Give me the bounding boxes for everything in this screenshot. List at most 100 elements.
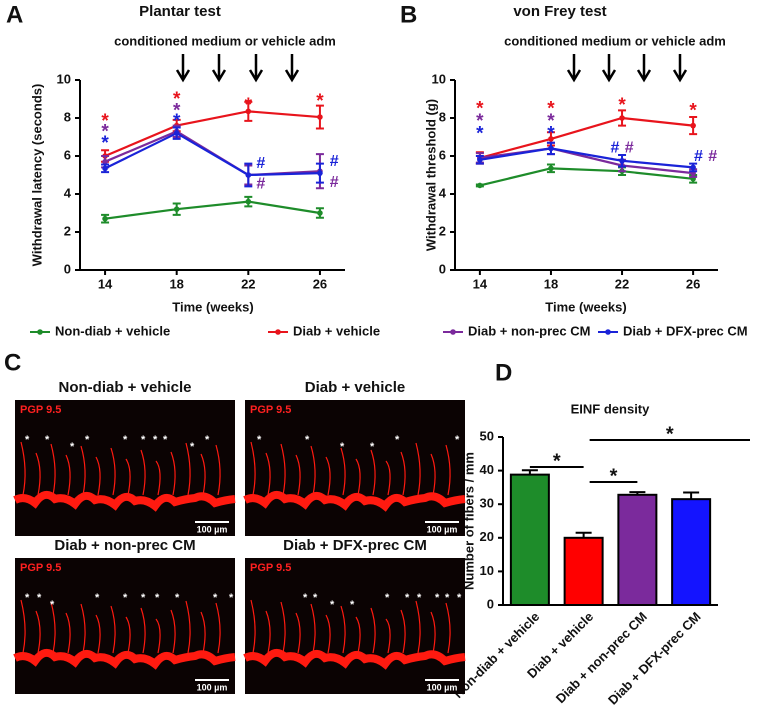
point xyxy=(245,172,252,178)
fiber xyxy=(125,458,131,496)
significance-marker: # xyxy=(610,140,619,157)
fiber-marker: * xyxy=(50,599,55,611)
significance-marker: * xyxy=(101,122,109,143)
x-tick-label: 18 xyxy=(169,276,183,291)
scale-bar-label: 100 µm xyxy=(197,682,228,692)
tissue xyxy=(243,441,466,512)
fiber xyxy=(445,602,451,654)
fiber xyxy=(80,445,86,496)
chart-title: EINF density xyxy=(571,401,651,416)
point xyxy=(548,145,554,152)
y-tick-label: 10 xyxy=(480,563,494,578)
point xyxy=(245,198,252,205)
x-tick-label: Diab + non-prec CM xyxy=(553,609,650,706)
tissue xyxy=(243,490,466,512)
y-tick-label: 6 xyxy=(439,147,446,162)
fiber-marker: * xyxy=(213,592,218,604)
fiber xyxy=(250,599,256,654)
point xyxy=(102,165,108,172)
x-tick-label: 14 xyxy=(473,276,488,291)
series-line xyxy=(104,200,321,220)
series-line xyxy=(479,116,694,159)
fiber xyxy=(355,458,361,496)
significance-marker: * xyxy=(553,450,561,472)
fiber xyxy=(430,453,436,496)
fiber-marker: * xyxy=(25,592,30,604)
y-axis-label: Withdrawal latency (seconds) xyxy=(29,84,44,267)
fiber xyxy=(430,611,436,654)
x-axis-label: Time (weeks) xyxy=(172,299,253,314)
chart-title: Plantar test xyxy=(139,3,221,20)
micrograph-title: Diab + vehicle xyxy=(305,379,405,396)
y-axis-label: Withdrawal threshold (g) xyxy=(423,99,438,251)
x-tick-label: 14 xyxy=(98,276,113,291)
bar xyxy=(563,536,604,606)
y-tick-label: 0 xyxy=(439,261,446,276)
point xyxy=(619,115,625,121)
fiber-marker: * xyxy=(303,592,308,604)
legend-label: Diab + non-prec CM xyxy=(468,323,590,338)
point xyxy=(102,158,108,165)
fiber xyxy=(65,454,71,496)
legend-label: Diab + vehicle xyxy=(293,323,380,338)
y-tick-label: 2 xyxy=(439,223,446,238)
x-tick-label: 18 xyxy=(544,276,558,291)
y-tick-label: 10 xyxy=(57,71,71,86)
fiber-marker: * xyxy=(455,434,460,446)
fiber-marker: * xyxy=(85,434,90,446)
fiber xyxy=(295,612,301,654)
point xyxy=(477,182,483,189)
point xyxy=(619,157,625,164)
significance-marker: * xyxy=(689,101,697,122)
fiber xyxy=(340,605,346,654)
legend-swatch xyxy=(605,329,611,335)
fiber xyxy=(140,607,146,654)
fiber xyxy=(50,601,56,654)
fiber xyxy=(35,452,41,496)
fiber xyxy=(185,600,191,654)
micrograph-title: Non-diab + vehicle xyxy=(59,379,192,396)
significance-marker: * xyxy=(316,91,324,112)
error-bar xyxy=(683,491,700,500)
fiber-marker: * xyxy=(95,592,100,604)
fiber xyxy=(170,451,176,496)
fiber xyxy=(125,616,131,654)
fiber xyxy=(35,610,41,654)
fiber xyxy=(200,453,206,496)
fiber xyxy=(215,444,221,496)
significance-marker: * xyxy=(547,123,555,144)
y-tick-label: 4 xyxy=(64,185,72,200)
fiber xyxy=(280,601,286,654)
fiber xyxy=(310,603,316,654)
fiber-marker: * xyxy=(405,592,410,604)
significance-marker: * xyxy=(666,423,674,445)
fiber xyxy=(215,602,221,654)
fiber-marker: * xyxy=(457,592,462,604)
fiber xyxy=(185,442,191,496)
fiber xyxy=(340,447,346,496)
micrograph-title: Diab + non-prec CM xyxy=(54,537,195,554)
point xyxy=(690,164,696,171)
x-tick-label: 22 xyxy=(615,276,629,291)
significance-marker: * xyxy=(101,133,109,154)
significance-marker: # xyxy=(256,155,265,172)
fiber-marker: * xyxy=(305,434,310,446)
bar xyxy=(509,473,550,606)
legend-swatch xyxy=(275,329,281,335)
fiber-marker: * xyxy=(141,434,146,446)
y-tick-label: 20 xyxy=(480,529,494,544)
significance-marker: # xyxy=(625,140,634,157)
point xyxy=(690,122,696,129)
panel-label: D xyxy=(495,359,512,386)
significance-marker: * xyxy=(173,89,181,110)
significance-marker: # xyxy=(708,148,717,165)
fiber-marker: * xyxy=(141,592,146,604)
point xyxy=(245,108,252,115)
fiber xyxy=(265,610,271,654)
scale-bar-label: 100 µm xyxy=(197,524,228,534)
fiber xyxy=(50,443,56,496)
significance-marker: * xyxy=(618,95,626,116)
fiber xyxy=(110,447,116,496)
fiber-marker: * xyxy=(175,592,180,604)
